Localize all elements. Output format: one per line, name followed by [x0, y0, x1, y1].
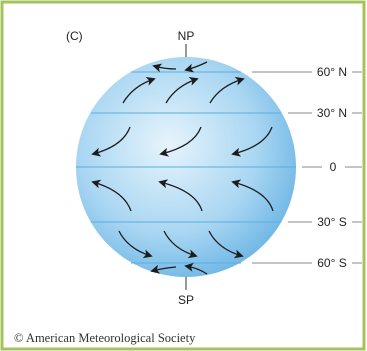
latitude-label-equator: 0: [330, 160, 337, 174]
wind-arrow: [91, 179, 132, 212]
wind-arrows: [91, 61, 274, 275]
south-pole-label: SP: [178, 293, 194, 307]
wind-arrow: [208, 230, 244, 259]
wind-arrow: [122, 76, 156, 104]
wind-arrow: [184, 262, 208, 275]
wind-arrow: [118, 230, 153, 259]
latitude-leaders: [252, 71, 362, 264]
wind-arrow: [150, 264, 177, 274]
wind-arrow: [231, 179, 274, 212]
north-pole-label: NP: [178, 29, 195, 43]
wind-arrow: [184, 61, 208, 73]
panel-label: (C): [66, 29, 83, 43]
latitude-label-60n: 60° N: [317, 65, 347, 79]
latitude-label-30s: 30° S: [317, 215, 346, 229]
wind-arrow: [231, 126, 273, 157]
wind-arrow: [165, 76, 199, 104]
wind-arrow: [209, 76, 245, 104]
latitude-label-30n: 30° N: [317, 106, 347, 120]
wind-arrow: [158, 179, 203, 212]
latitude-label-60s: 60° S: [317, 256, 346, 270]
wind-arrow: [152, 63, 177, 73]
credit-text: © American Meteorological Society: [14, 331, 196, 345]
wind-arrow: [159, 126, 202, 157]
wind-arrow: [91, 126, 131, 157]
wind-arrow: [163, 230, 198, 259]
